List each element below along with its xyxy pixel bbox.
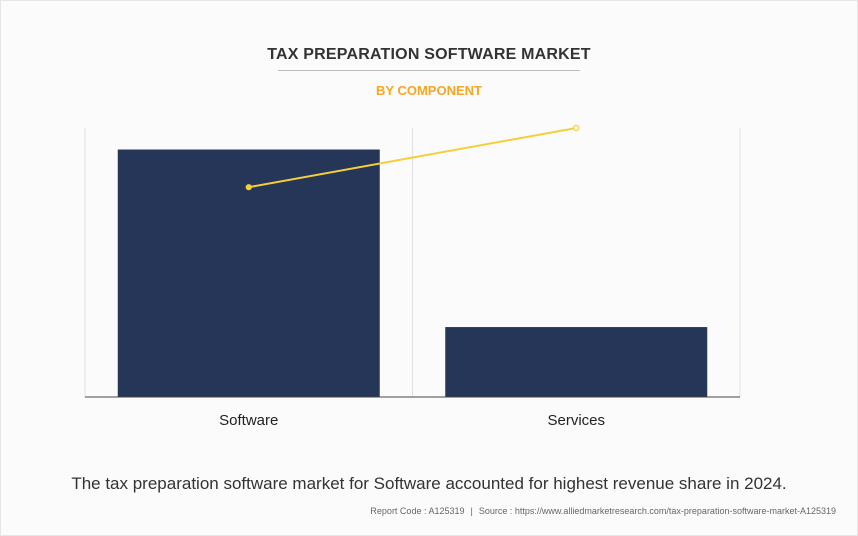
- chart-caption: The tax preparation software market for …: [71, 474, 787, 493]
- bar-services: [445, 327, 708, 397]
- line-point: [573, 124, 580, 132]
- bar-software: [117, 149, 380, 397]
- x-tick-label: Services: [547, 412, 605, 429]
- line-series: [248, 127, 577, 189]
- report-code: Report Code : A125319: [370, 506, 465, 516]
- source-link[interactable]: Source : https://www.alliedmarketresearc…: [478, 506, 836, 516]
- footer-source: Report Code : A125319 | Source : https://w…: [370, 506, 836, 516]
- chart-title: TAX PREPARATION SOFTWARE MARKET: [267, 46, 591, 63]
- x-tick-label: Software: [219, 412, 278, 429]
- chart-subtitle: BY COMPONENT: [376, 83, 482, 98]
- footer-separator: |: [470, 506, 473, 516]
- line-point: [245, 184, 252, 191]
- title-divider: [278, 70, 580, 71]
